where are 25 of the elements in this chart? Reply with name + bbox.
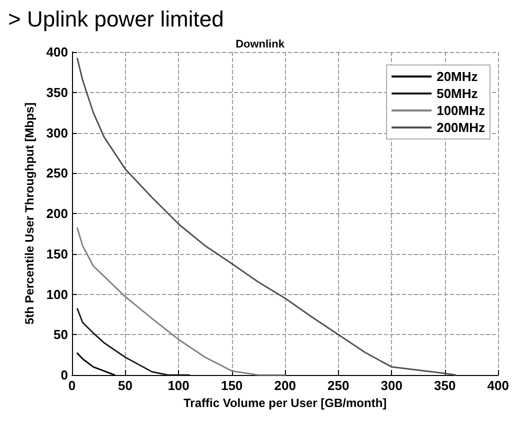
- x-axis-title: Traffic Volume per User [GB/month]: [184, 396, 387, 410]
- legend-label: 20MHz: [436, 69, 478, 84]
- x-tick-label: 250: [327, 378, 350, 393]
- x-tick-label: 100: [168, 378, 190, 393]
- y-axis-title: 5th Percentile User Throughput [Mbps]: [22, 102, 36, 325]
- y-tick-label: 300: [46, 125, 68, 140]
- x-tick-label: 350: [434, 378, 456, 393]
- x-tick-label: 400: [487, 378, 510, 393]
- y-tick-label: 200: [46, 206, 68, 221]
- chart-title: Downlink: [236, 38, 286, 50]
- x-tick-label: 200: [274, 378, 296, 393]
- y-tick-label: 100: [46, 286, 68, 302]
- x-tick-label: 150: [220, 378, 243, 393]
- y-tick-label: 150: [46, 246, 68, 262]
- legend-label: 100MHz: [436, 103, 486, 118]
- text: > Uplink power limited: [8, 6, 224, 32]
- y-tick-label: 50: [54, 327, 68, 342]
- x-tick-label: 50: [118, 378, 133, 393]
- y-tick-label: 400: [46, 44, 68, 60]
- y-tick-label: 250: [46, 166, 68, 181]
- x-tick-label: 300: [380, 378, 402, 393]
- legend-label: 200MHz: [436, 120, 486, 135]
- y-tick-label: 350: [46, 84, 68, 100]
- y-tick-label: 0: [60, 368, 68, 382]
- legend-label: 50MHz: [436, 86, 478, 101]
